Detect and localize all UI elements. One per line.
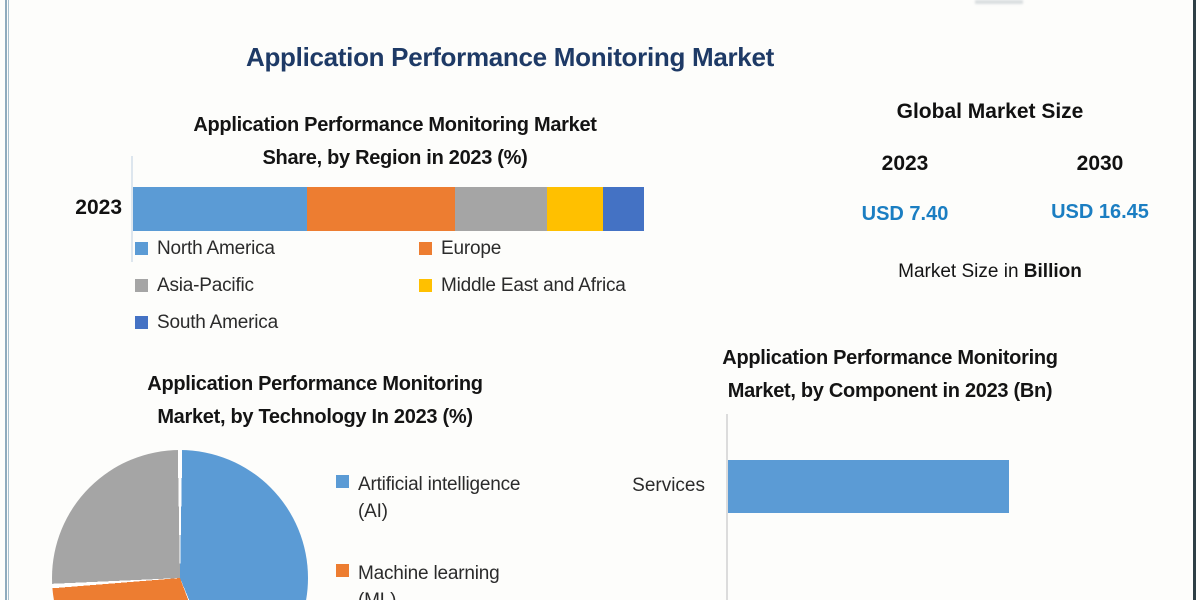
middle-east-africa-swatch-icon xyxy=(419,279,432,292)
region-bar-segment-asia-pacific xyxy=(454,187,547,231)
region-bar-segment-north-america xyxy=(133,187,307,231)
legend-label: North America xyxy=(157,238,275,259)
north-america-swatch-icon xyxy=(135,242,148,255)
south-america-swatch-icon xyxy=(135,316,148,329)
technology-legend: Artificial intelligence (AI) Machine lea… xyxy=(336,471,520,600)
footnote-bold-text: Billion xyxy=(1023,261,1082,282)
component-chart-title-line1: Application Performance Monitoring xyxy=(722,347,1058,369)
region-bar-segment-europe xyxy=(306,187,455,231)
region-chart-title-line1: Application Performance Monitoring Marke… xyxy=(193,114,597,136)
region-chart-title-line2: Share, by Region in 2023 (%) xyxy=(262,147,528,169)
page-title: Application Performance Monitoring Marke… xyxy=(246,42,774,72)
services-bar xyxy=(728,460,1009,513)
right-frame-border xyxy=(1193,0,1196,600)
global-market-year-2030: 2030 xyxy=(1076,152,1124,175)
technology-chart-title-line2: Market, by Technology In 2023 (%) xyxy=(157,406,473,428)
technology-pie xyxy=(52,450,308,600)
region-bar-segment-south-america xyxy=(603,187,644,231)
legend-label: Machine learning (ML) xyxy=(358,563,500,600)
component-category-label: Services xyxy=(632,475,705,496)
component-chart-axis-line xyxy=(726,414,728,600)
global-market-size-title: Global Market Size xyxy=(896,100,1084,123)
cropped-top-artifact xyxy=(975,0,1023,4)
footnote-regular-text: Market Size in xyxy=(898,261,1024,282)
legend-label: Artificial intelligence (AI) xyxy=(358,474,521,522)
legend-label: Europe xyxy=(441,238,502,259)
asia-pacific-swatch-icon xyxy=(135,279,148,292)
region-stacked-bar xyxy=(133,187,644,231)
legend-label: Middle East and Africa xyxy=(441,275,626,296)
component-chart-title: Application Performance Monitoring Marke… xyxy=(645,342,1135,408)
legend-item-north-america: North America xyxy=(135,238,415,260)
europe-swatch-icon xyxy=(419,242,432,255)
global-market-value-2030: USD 16.45 xyxy=(1051,201,1149,223)
legend-item-middle-east-africa: Middle East and Africa xyxy=(419,275,679,297)
legend-item-south-america: South America xyxy=(135,312,415,334)
global-market-value-2023: USD 7.40 xyxy=(861,203,949,225)
technology-chart-title: Application Performance Monitoring Marke… xyxy=(75,368,555,434)
legend-label: South America xyxy=(157,312,278,333)
region-legend-column-1: North America Asia-Pacific South America xyxy=(135,238,415,334)
legend-label: Asia-Pacific xyxy=(157,275,254,296)
legend-item-asia-pacific: Asia-Pacific xyxy=(135,275,415,297)
legend-item-artificial-intelligence: Artificial intelligence (AI) xyxy=(336,471,520,525)
artificial-intelligence-swatch-icon xyxy=(336,475,349,488)
region-chart-axis-line xyxy=(131,156,133,262)
global-market-year-2023: 2023 xyxy=(881,152,929,175)
region-legend-column-2: Europe Middle East and Africa xyxy=(419,238,679,297)
global-market-footnote: Market Size in Billion xyxy=(860,261,1120,283)
legend-item-machine-learning: Machine learning (ML) xyxy=(336,560,520,600)
machine-learning-swatch-icon xyxy=(336,564,349,577)
legend-item-europe: Europe xyxy=(419,238,679,260)
region-chart-title: Application Performance Monitoring Marke… xyxy=(130,109,660,175)
component-chart-title-line2: Market, by Component in 2023 (Bn) xyxy=(727,380,1053,402)
region-bar-segment-middle-east-and-africa xyxy=(546,187,604,231)
technology-chart-title-line1: Application Performance Monitoring xyxy=(147,373,483,395)
region-chart-category-label: 2023 xyxy=(75,196,122,219)
left-frame-border xyxy=(5,0,9,600)
